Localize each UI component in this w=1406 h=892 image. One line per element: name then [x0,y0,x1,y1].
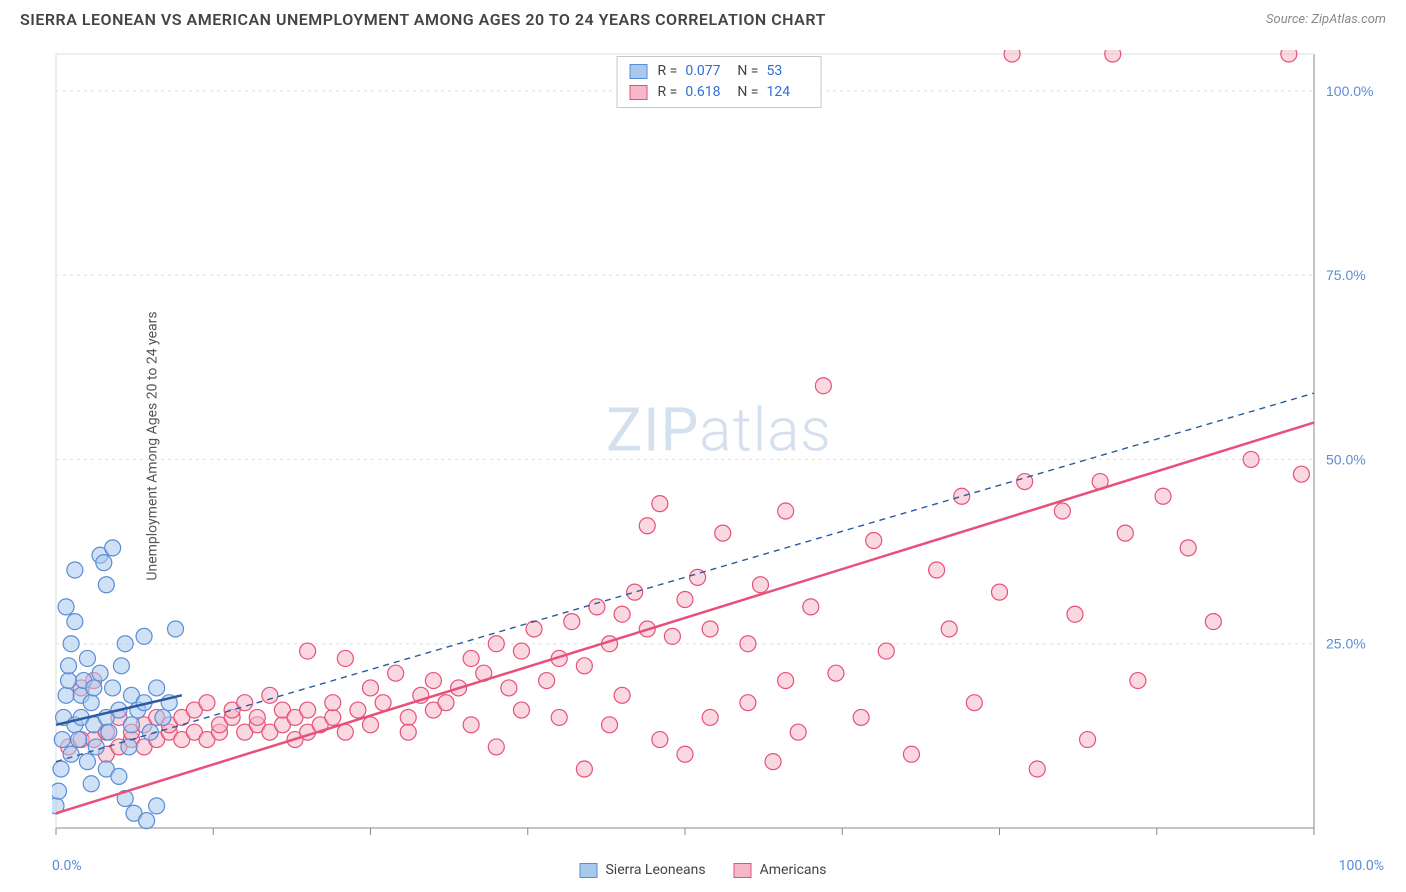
correlation-legend: R = 0.077 N = 53 R = 0.618 N = 124 [617,56,822,108]
scatter-plot: 25.0% 50.0% 75.0% 100.0% [52,50,1386,842]
x-axis-max-label: 100.0% [1339,858,1384,874]
legend-label-american: Americans [760,862,827,878]
x-axis-min-label: 0.0% [52,858,82,874]
legend-item-american: Americans [734,862,827,878]
r-value-sierra: 0.077 [685,61,727,82]
svg-text:25.0%: 25.0% [1326,636,1366,652]
n-label: N = [737,82,758,103]
svg-text:50.0%: 50.0% [1326,451,1366,467]
legend-item-sierra: Sierra Leoneans [579,862,705,878]
r-label: R = [658,82,678,103]
n-value-american: 124 [766,82,808,103]
swatch-american [630,85,648,100]
series-legend: Sierra Leoneans Americans [579,862,826,878]
n-value-sierra: 53 [766,61,808,82]
swatch-sierra [579,863,597,878]
source-label: Source: ZipAtlas.com [1266,12,1386,27]
swatch-sierra [630,64,648,79]
swatch-american [734,863,752,878]
n-label: N = [737,61,758,82]
chart-title: SIERRA LEONEAN VS AMERICAN UNEMPLOYMENT … [20,10,826,29]
legend-label-sierra: Sierra Leoneans [605,862,705,878]
svg-text:75.0%: 75.0% [1326,267,1366,283]
svg-text:100.0%: 100.0% [1326,83,1373,99]
r-value-american: 0.618 [685,82,727,103]
chart-header: SIERRA LEONEAN VS AMERICAN UNEMPLOYMENT … [0,0,1406,29]
legend-row-sierra: R = 0.077 N = 53 [630,61,809,82]
chart-area: 25.0%50.0%75.0%100.0% ZIPatlas R = 0.077… [52,50,1386,842]
r-label: R = [658,61,678,82]
legend-row-american: R = 0.618 N = 124 [630,82,809,103]
